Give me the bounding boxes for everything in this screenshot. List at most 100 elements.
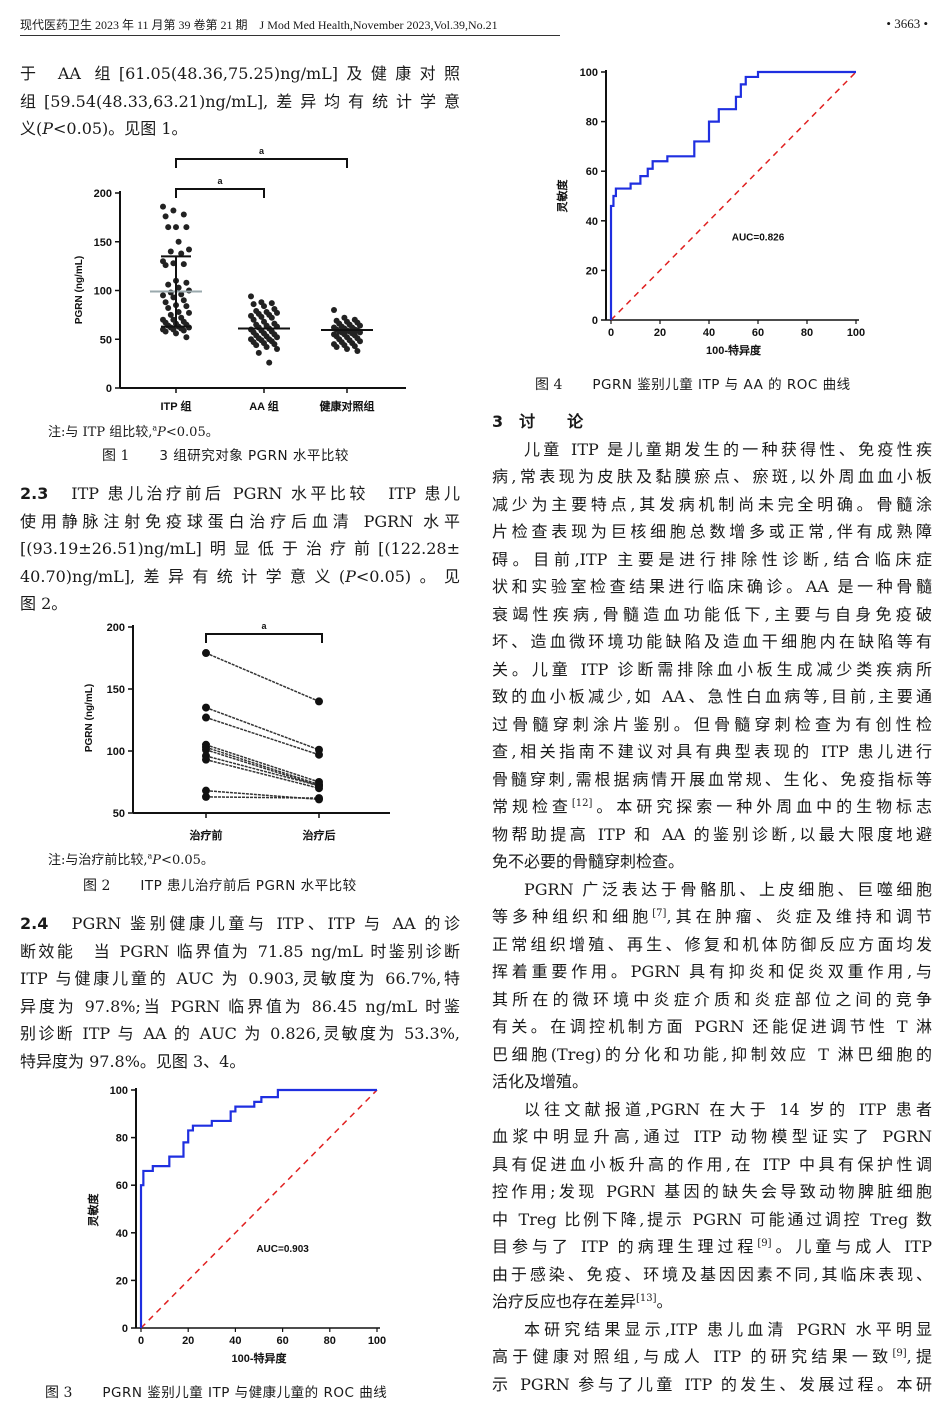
data-point-after [315, 697, 323, 706]
figure-title: PGRN 鉴别儿童 ITP 与健康儿童的 ROC 曲线 [102, 1385, 388, 1401]
pair-line [205, 716, 320, 756]
data-point [258, 313, 265, 320]
x-tick-label: 20 [654, 327, 666, 339]
data-point [357, 338, 363, 345]
text-line: 碍。目前,ITP 主要是进行排除性诊断,结合临床症 [492, 546, 932, 574]
data-point [186, 309, 192, 316]
text-line: 查,相关指南不建议对具有典型表现的 ITP 患儿进行 [492, 738, 932, 766]
figure-title: PGRN 鉴别儿童 ITP 与 AA 的 ROC 曲线 [592, 377, 851, 393]
data-point-before [202, 713, 210, 722]
y-axis-label: 灵敏度 [555, 179, 569, 213]
text-run: 坏、造血微环境功能缺陷及造血干细胞内在缺陷等有 [492, 632, 932, 651]
text-line: 40.70)ng/mL],差异有统计学意义(P<0.05)。见 [20, 563, 460, 591]
y-tick-label: 40 [586, 216, 598, 228]
text-run: 活化及增殖。 [492, 1072, 589, 1091]
text-run: PGRN 广泛表达于骨骼肌、上皮细胞、巨噬细胞 [524, 879, 932, 899]
x-tick-label: 0 [138, 1335, 144, 1347]
text-line: 由于感染、免疫、环境及基因因素不同,其临床表现、 [492, 1261, 932, 1289]
text-line: 儿童 ITP 是儿童期发生的一种获得性、免疫性疾 [492, 436, 932, 464]
data-point [180, 211, 187, 218]
data-point [183, 334, 190, 341]
text-run: <0.05)。见 [355, 566, 460, 586]
data-point [173, 224, 179, 231]
data-point [165, 305, 172, 312]
text-line: [(93.19±26.51)ng/mL]明显低于治疗前[(122.28± [20, 535, 460, 563]
text-line: 中 Treg 比例下降,提示 PGRN 可能通过调控 Treg 数 [492, 1206, 932, 1234]
y-tick-label: 100 [110, 1085, 128, 1097]
data-point-after [315, 794, 323, 803]
text-run: 等多种组织和细胞 [492, 907, 653, 926]
text-line: 示 PGRN 参与了儿童 ITP 的发生、发展过程。本研 [492, 1371, 932, 1399]
text-line: 血浆中明显升高,通过 ITP 动物模型证实了 PGRN [492, 1123, 932, 1151]
text-run: [(93.19±26.51)ng/mL]明显低于治疗前[(122.28± [20, 539, 460, 558]
text-line: 关。儿童 ITP 诊断需排除血小板生成减少类疾病所 [492, 656, 932, 684]
pair-line [205, 746, 320, 786]
data-point [160, 203, 166, 210]
data-point-before [202, 792, 210, 801]
pair-line [205, 755, 320, 787]
text-run: ITP 与健康儿童的 AUC 为 0.903,灵敏度为 66.7%,特 [20, 969, 460, 988]
text-line: 有关。在调控机制方面 PGRN 还能促进调节性 T 淋 [492, 1013, 932, 1041]
text-line: 免不必要的骨髓穿刺检查。 [492, 848, 932, 876]
text-run: 其所在的微环境中炎症介质和炎症部位之间的竞争 [492, 989, 932, 1009]
text-run: 于 AA 组[61.05(48.36,75.25)ng/mL]及健康对照 [20, 64, 460, 83]
x-tick-label: AA 组 [249, 399, 279, 413]
text-run: 片检查表现为巨核细胞总数增多或正常,伴有成熟障 [492, 522, 932, 541]
text-run: 致的血小板减少,如 AA、急性白血病等,目前,主要通 [492, 687, 932, 706]
data-point [165, 224, 172, 231]
significance-label: a [217, 176, 223, 186]
text-run: 关。儿童 ITP 诊断需排除血小板生成减少类疾病所 [492, 659, 932, 679]
text-run: 过骨髓穿刺涂片鉴别。但骨髓穿刺检查为有创性检 [492, 714, 932, 734]
text-line: 高于健康对照组,与成人 ITP 的研究结果一致[9],提 [492, 1343, 932, 1371]
data-point-after [315, 784, 323, 793]
data-point-before [202, 745, 210, 754]
text-run: 物帮助提高 ITP 和 AA 的鉴别诊断,以最大限度地避 [492, 824, 932, 844]
text-line: 骨髓穿刺,需根据病情开展血常规、生化、免疫指标等 [492, 766, 932, 794]
text-run: 组[59.54(48.33,63.21)ng/mL],差异均有统计学意 [20, 91, 460, 111]
text-line: 坏、造血微环境功能缺陷及造血干细胞内在缺陷等有 [492, 628, 932, 656]
data-point [271, 341, 278, 348]
data-point [274, 309, 280, 316]
data-point [268, 314, 275, 321]
x-tick-label: 80 [801, 327, 813, 339]
text-run: ITP 患儿治疗前后 PGRN 水平比较 ITP 患儿 [48, 484, 460, 503]
text-line: 使用静脉注射免疫球蛋白治疗后血清 PGRN 水平 [20, 508, 460, 536]
italic-symbol: P [345, 566, 356, 586]
text-run: 骨髓穿刺,需根据病情开展血常规、生化、免疫指标等 [492, 769, 932, 789]
data-point [178, 250, 185, 257]
pair-line [205, 706, 320, 751]
text-run: 正常组织增殖、再生、修复和机体防御反应方面均发 [492, 934, 932, 954]
auc-annotation: AUC=0.903 [256, 1244, 309, 1255]
text-line: 控作用;发现 PGRN 基因的缺失会导致动物脾脏细胞 [492, 1178, 932, 1206]
significance-label: a [261, 621, 267, 631]
y-tick-label: 50 [100, 334, 112, 346]
text-run: 巴细胞(Treg)的分化和功能,抑制效应 T 淋巴细胞的 [492, 1044, 932, 1064]
data-point [266, 359, 273, 366]
text-line: 状和实验室检查结果进行临床确诊。AA 是一种骨髓 [492, 573, 932, 601]
x-tick-label: 治疗后 [303, 828, 336, 842]
data-point [253, 342, 260, 349]
y-tick-label: 100 [580, 67, 598, 79]
text-line: 物帮助提高 ITP 和 AA 的鉴别诊断,以最大限度地避 [492, 821, 932, 849]
data-point [160, 292, 166, 299]
roc-curve [609, 70, 856, 320]
running-header: 现代医药卫生 2023 年 11 月第 39 卷第 21 期 J Mod Med… [20, 16, 560, 36]
significance-bracket [175, 158, 348, 168]
pair-line [205, 796, 320, 799]
text-run: 儿童 ITP 是儿童期发生的一种获得性、免疫性疾 [524, 439, 932, 459]
text-run: 高于健康对照组,与成人 ITP 的研究结果一致 [492, 1347, 893, 1366]
figure-number: 图 1 [102, 448, 130, 464]
data-point [186, 246, 192, 253]
text-line: 异度为 97.8%;当 PGRN 临界值为 86.45 ng/mL 时鉴 [20, 993, 460, 1021]
text-run: 减少为主要特点,其发病机制尚未完全明确。骨髓涂 [492, 494, 932, 514]
reference-line [610, 71, 857, 321]
page-number: • 3663 • [886, 16, 928, 31]
text-line: 片检查表现为巨核细胞总数增多或正常,伴有成熟障 [492, 518, 932, 546]
data-point [274, 334, 280, 341]
text-run: ,提 [906, 1347, 932, 1366]
note-sup: a [152, 423, 158, 433]
data-point [162, 328, 169, 335]
text-line: 图 2。 [20, 590, 460, 618]
data-point [274, 346, 280, 352]
text-run: 异度为 97.8%;当 PGRN 临界值为 86.45 ng/mL 时鉴 [20, 996, 460, 1016]
